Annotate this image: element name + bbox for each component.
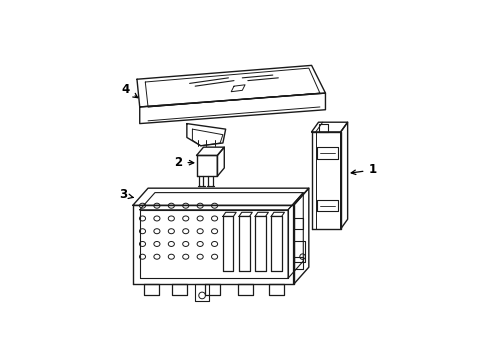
Text: 1: 1 (350, 163, 376, 176)
Text: 4: 4 (122, 83, 138, 98)
Text: 3: 3 (119, 188, 133, 202)
Text: 2: 2 (174, 156, 193, 169)
